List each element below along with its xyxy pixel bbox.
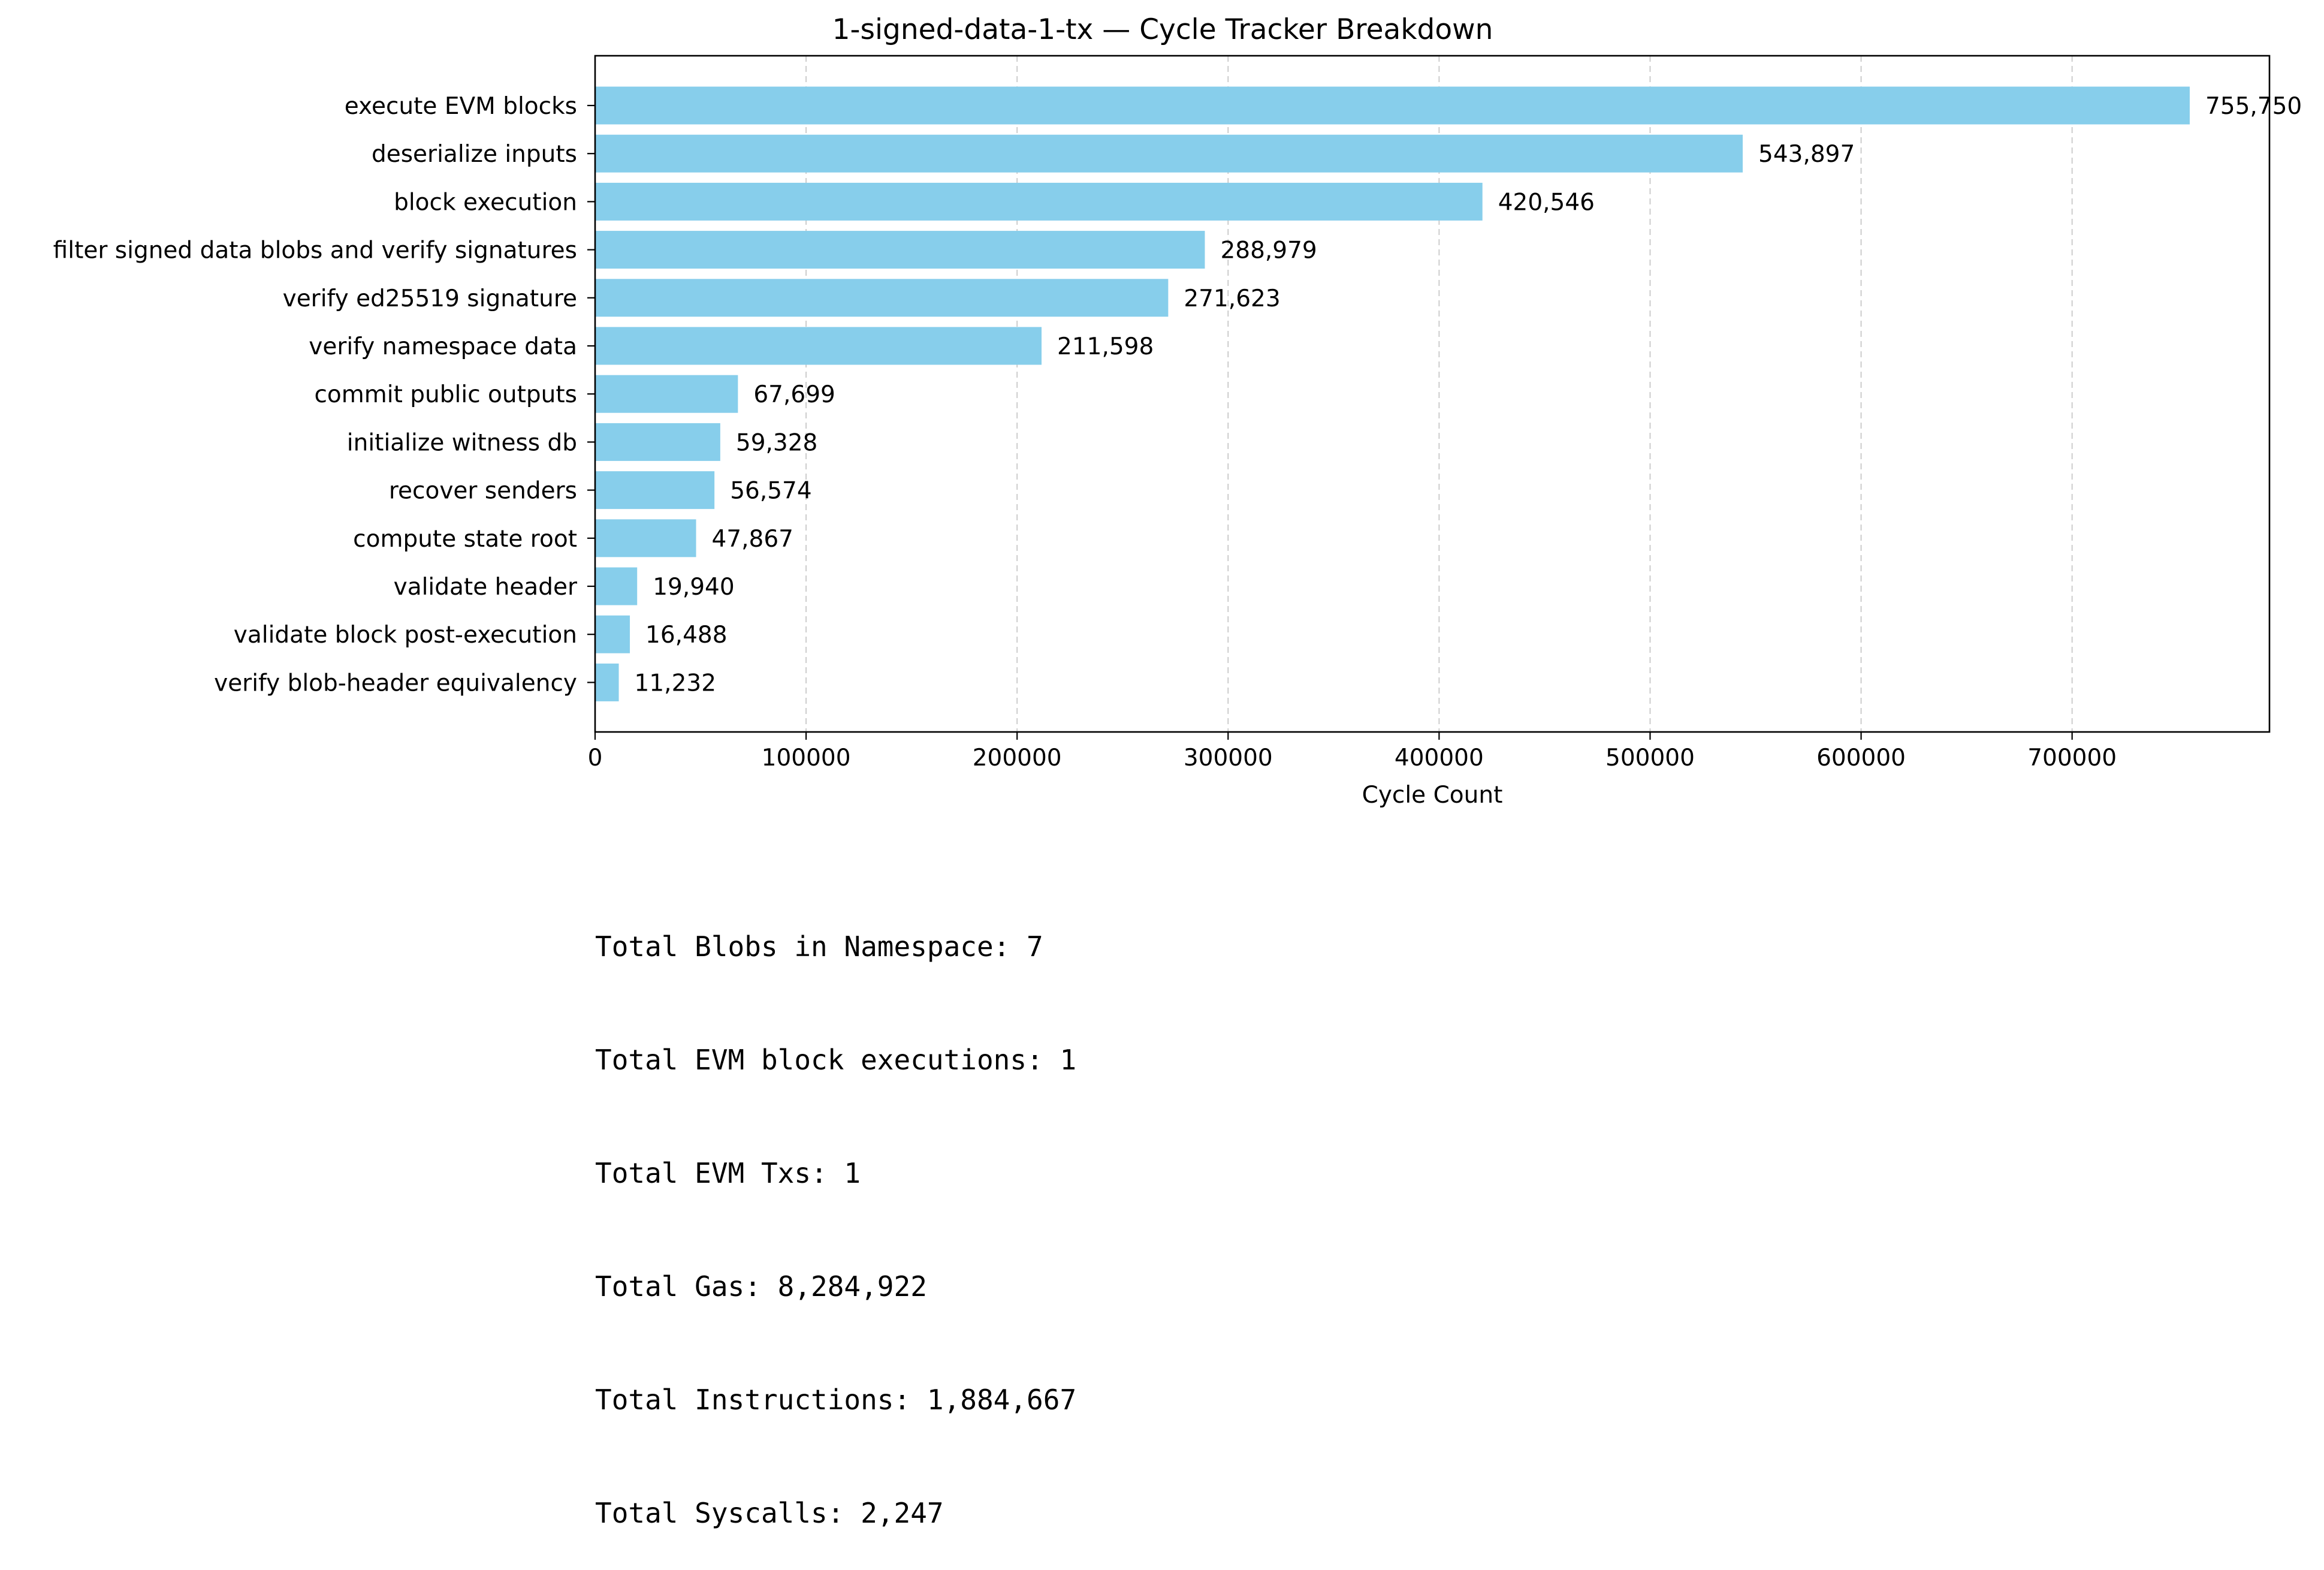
summary-stats: Total Blobs in Namespace: 7 Total EVM bl… <box>595 852 1076 1570</box>
bar <box>595 279 1169 317</box>
bar <box>595 615 630 653</box>
y-tick-label: recover senders <box>389 478 577 505</box>
x-tick-label: 700000 <box>2027 745 2117 772</box>
stat-line: Total Syscalls: 2,247 <box>595 1497 944 1529</box>
y-tick-label: initialize witness db <box>347 429 577 456</box>
x-tick-label: 300000 <box>1184 745 1273 772</box>
x-tick-label: 0 <box>588 745 603 772</box>
bar-value-label: 271,623 <box>1184 285 1280 312</box>
chart-title: 1-signed-data-1-tx — Cycle Tracker Break… <box>832 13 1493 46</box>
y-axis-ticks: execute EVM blocks deserialize inputs bloc… <box>53 93 595 697</box>
bars <box>595 86 2190 701</box>
stat-line: Total Gas: 8,284,922 <box>595 1270 927 1303</box>
y-tick-label: commit public outputs <box>314 381 577 408</box>
y-tick-label: filter signed data blobs and verify sign… <box>53 237 577 264</box>
y-tick-label: validate block post-execution <box>234 622 577 649</box>
bar-value-label: 755,750 <box>2205 93 2302 120</box>
bar <box>595 231 1205 269</box>
y-tick-label: validate header <box>394 574 578 601</box>
cycle-tracker-chart: 1-signed-data-1-tx — Cycle Tracker Break… <box>53 13 2302 809</box>
stat-line: Total EVM block executions: 1 <box>595 1044 1077 1076</box>
bar-value-label: 56,574 <box>730 478 811 505</box>
stat-line: Total Blobs in Namespace: 7 <box>595 930 1043 963</box>
bar <box>595 134 1743 173</box>
x-tick-label: 600000 <box>1816 745 1906 772</box>
bar <box>595 375 738 413</box>
stat-line: Total EVM Txs: 1 <box>595 1157 861 1189</box>
bar-value-label: 67,699 <box>753 381 835 408</box>
bar-value-label: 47,867 <box>712 526 793 553</box>
x-axis-ticks: 0 100000 200000 300000 400000 500000 600000 700… <box>588 732 2117 772</box>
plot-area-frame <box>594 55 2271 733</box>
y-tick-label: verify blob-header equivalency <box>214 670 577 697</box>
value-labels: 755,750 543,897 420,546 288,979 271,623 211,5… <box>635 93 2302 697</box>
x-tick-label: 100000 <box>762 745 851 772</box>
x-tick-label: 400000 <box>1395 745 1484 772</box>
x-tick-label: 200000 <box>973 745 1062 772</box>
bar-value-label: 59,328 <box>736 429 817 456</box>
x-axis-label: Cycle Count <box>1362 782 1503 809</box>
bar-value-label: 420,546 <box>1498 189 1595 216</box>
bar <box>595 86 2190 125</box>
bar <box>595 471 715 510</box>
bar-value-label: 543,897 <box>1758 141 1855 168</box>
bar <box>595 663 619 701</box>
bar-value-label: 16,488 <box>645 622 727 649</box>
stat-line: Total Instructions: 1,884,667 <box>595 1384 1077 1416</box>
y-tick-label: compute state root <box>353 526 577 553</box>
bar <box>595 182 1483 221</box>
y-tick-label: deserialize inputs <box>372 141 577 168</box>
bar <box>595 519 696 558</box>
bar-value-label: 11,232 <box>635 670 716 697</box>
bar <box>595 567 638 605</box>
y-tick-label: verify ed25519 signature <box>283 285 577 312</box>
bar-value-label: 211,598 <box>1057 333 1154 360</box>
x-tick-label: 500000 <box>1605 745 1695 772</box>
bar-value-label: 19,940 <box>653 574 734 601</box>
y-tick-label: verify namespace data <box>309 333 577 360</box>
y-tick-label: execute EVM blocks <box>345 93 577 120</box>
bar <box>595 327 1042 365</box>
bar-value-label: 288,979 <box>1220 237 1317 264</box>
bar <box>595 423 720 461</box>
y-tick-label: block execution <box>394 189 577 216</box>
